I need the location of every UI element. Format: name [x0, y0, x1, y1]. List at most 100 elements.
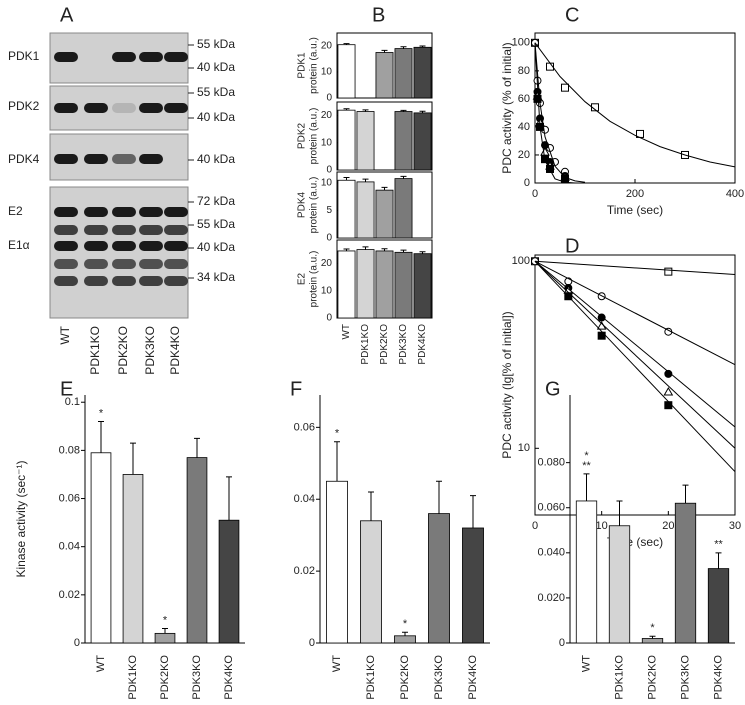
plot-frame — [534, 254, 736, 516]
x-tick-label: PDK1KO — [127, 655, 139, 700]
error-bar — [470, 495, 476, 528]
y-tick-label: 0 — [74, 637, 80, 649]
error-bar — [381, 186, 388, 191]
panel-letter: D — [565, 235, 579, 257]
error-bar — [402, 631, 408, 636]
y-tick-label: 100 — [512, 37, 530, 49]
point — [664, 369, 673, 378]
panel-letter: C — [565, 4, 579, 26]
bar — [360, 520, 382, 644]
x-tick-label: WT — [341, 324, 352, 340]
x-tick-label: 20 — [662, 520, 674, 532]
bar — [375, 52, 394, 99]
panel-letter: G — [545, 378, 561, 400]
error-bar — [362, 246, 369, 250]
significance-mark: * — [584, 450, 589, 462]
x-tick-label: PDK2KO — [379, 324, 390, 365]
y-tick-label: 0.04 — [59, 541, 80, 553]
fit-line — [534, 42, 585, 184]
bar — [394, 251, 413, 319]
bar — [462, 527, 484, 644]
error-bar — [334, 441, 340, 482]
blot-band — [54, 259, 78, 269]
error-bar — [400, 109, 407, 112]
protein-label: E1α — [8, 238, 30, 252]
x-tick-label: PDK2KO — [399, 655, 411, 700]
x-tick-label: 10 — [596, 520, 608, 532]
blot-band — [139, 241, 163, 251]
error-bar — [98, 420, 104, 453]
blot-band — [139, 103, 163, 113]
blot-band — [54, 103, 78, 113]
y-tick-label: 0.02 — [59, 589, 80, 601]
blot-band — [139, 225, 163, 235]
lane-label: PDK4KO — [168, 326, 182, 375]
significance-mark: * — [99, 407, 104, 419]
error-bar — [682, 484, 689, 504]
bar — [90, 452, 112, 644]
bar — [337, 179, 356, 239]
blot-band — [112, 276, 136, 286]
y-axis-label: PDC activity (% of initial) — [500, 42, 514, 173]
y-tick-label: 20 — [321, 41, 333, 52]
y-axis-label: protein (a.u.) — [309, 37, 320, 94]
marker-label: 40 kDa — [197, 240, 235, 254]
x-tick-label: 200 — [626, 188, 644, 200]
blot-band — [112, 154, 136, 164]
x-tick-label: PDK3KO — [191, 655, 203, 700]
x-axis-label: Time (sec) — [607, 203, 663, 217]
blot-band — [139, 207, 163, 217]
significance-mark: * — [403, 618, 408, 630]
bar — [375, 189, 394, 239]
blot-band — [84, 154, 108, 164]
y-tick-label: 40 — [518, 121, 530, 133]
y-tick-label: 10 — [321, 285, 333, 296]
x-tick-label: PDK1KO — [613, 655, 625, 700]
y-tick-label: 0 — [309, 637, 315, 649]
y-tick-label: 10 — [321, 67, 333, 78]
error-bar — [436, 480, 442, 514]
y-tick-label: 100 — [512, 255, 530, 267]
significance-mark: * — [650, 622, 655, 634]
lane-label: WT — [58, 325, 72, 344]
bar — [337, 250, 356, 319]
y-tick-label: 0.06 — [59, 492, 80, 504]
error-bar — [362, 109, 369, 112]
lane-label: PDK3KO — [143, 326, 157, 375]
y-tick-label: 0.04 — [294, 493, 315, 505]
error-bar — [400, 249, 407, 253]
error-bar — [343, 43, 350, 45]
x-tick-label: PDK4KO — [417, 324, 428, 365]
significance-mark: * — [335, 428, 340, 440]
marker-label: 40 kDa — [197, 152, 235, 166]
marker-label: 34 kDa — [197, 270, 235, 284]
bar — [608, 525, 631, 644]
bar — [394, 111, 413, 171]
y-tick-label: 0 — [524, 177, 530, 189]
error-bar — [649, 635, 656, 639]
x-tick-label: PDK1KO — [360, 324, 371, 365]
error-bar — [583, 473, 590, 501]
blot-band — [139, 276, 163, 286]
blot-band — [164, 207, 188, 217]
blot-band — [54, 154, 78, 164]
protein-label: E2 — [8, 204, 23, 218]
bar — [413, 253, 432, 319]
y-tick-label: 0 — [559, 637, 565, 649]
x-tick-label: WT — [95, 655, 107, 672]
marker-label: 72 kDa — [197, 194, 235, 208]
blot-band — [54, 241, 78, 251]
blot-band — [112, 52, 136, 62]
blot-band — [84, 207, 108, 217]
significance-mark: * — [163, 614, 168, 626]
y-tick-label: 10 — [321, 137, 333, 148]
marker-label: 40 kDa — [197, 60, 235, 74]
error-bar — [381, 248, 388, 251]
error-bar — [419, 45, 426, 48]
protein-label: PDK4 — [8, 152, 40, 166]
error-bar — [130, 442, 136, 475]
x-tick-label: PDK3KO — [679, 655, 691, 700]
fit-line — [534, 260, 736, 473]
fit-line — [534, 260, 736, 275]
x-tick-label: PDK1KO — [365, 655, 377, 700]
